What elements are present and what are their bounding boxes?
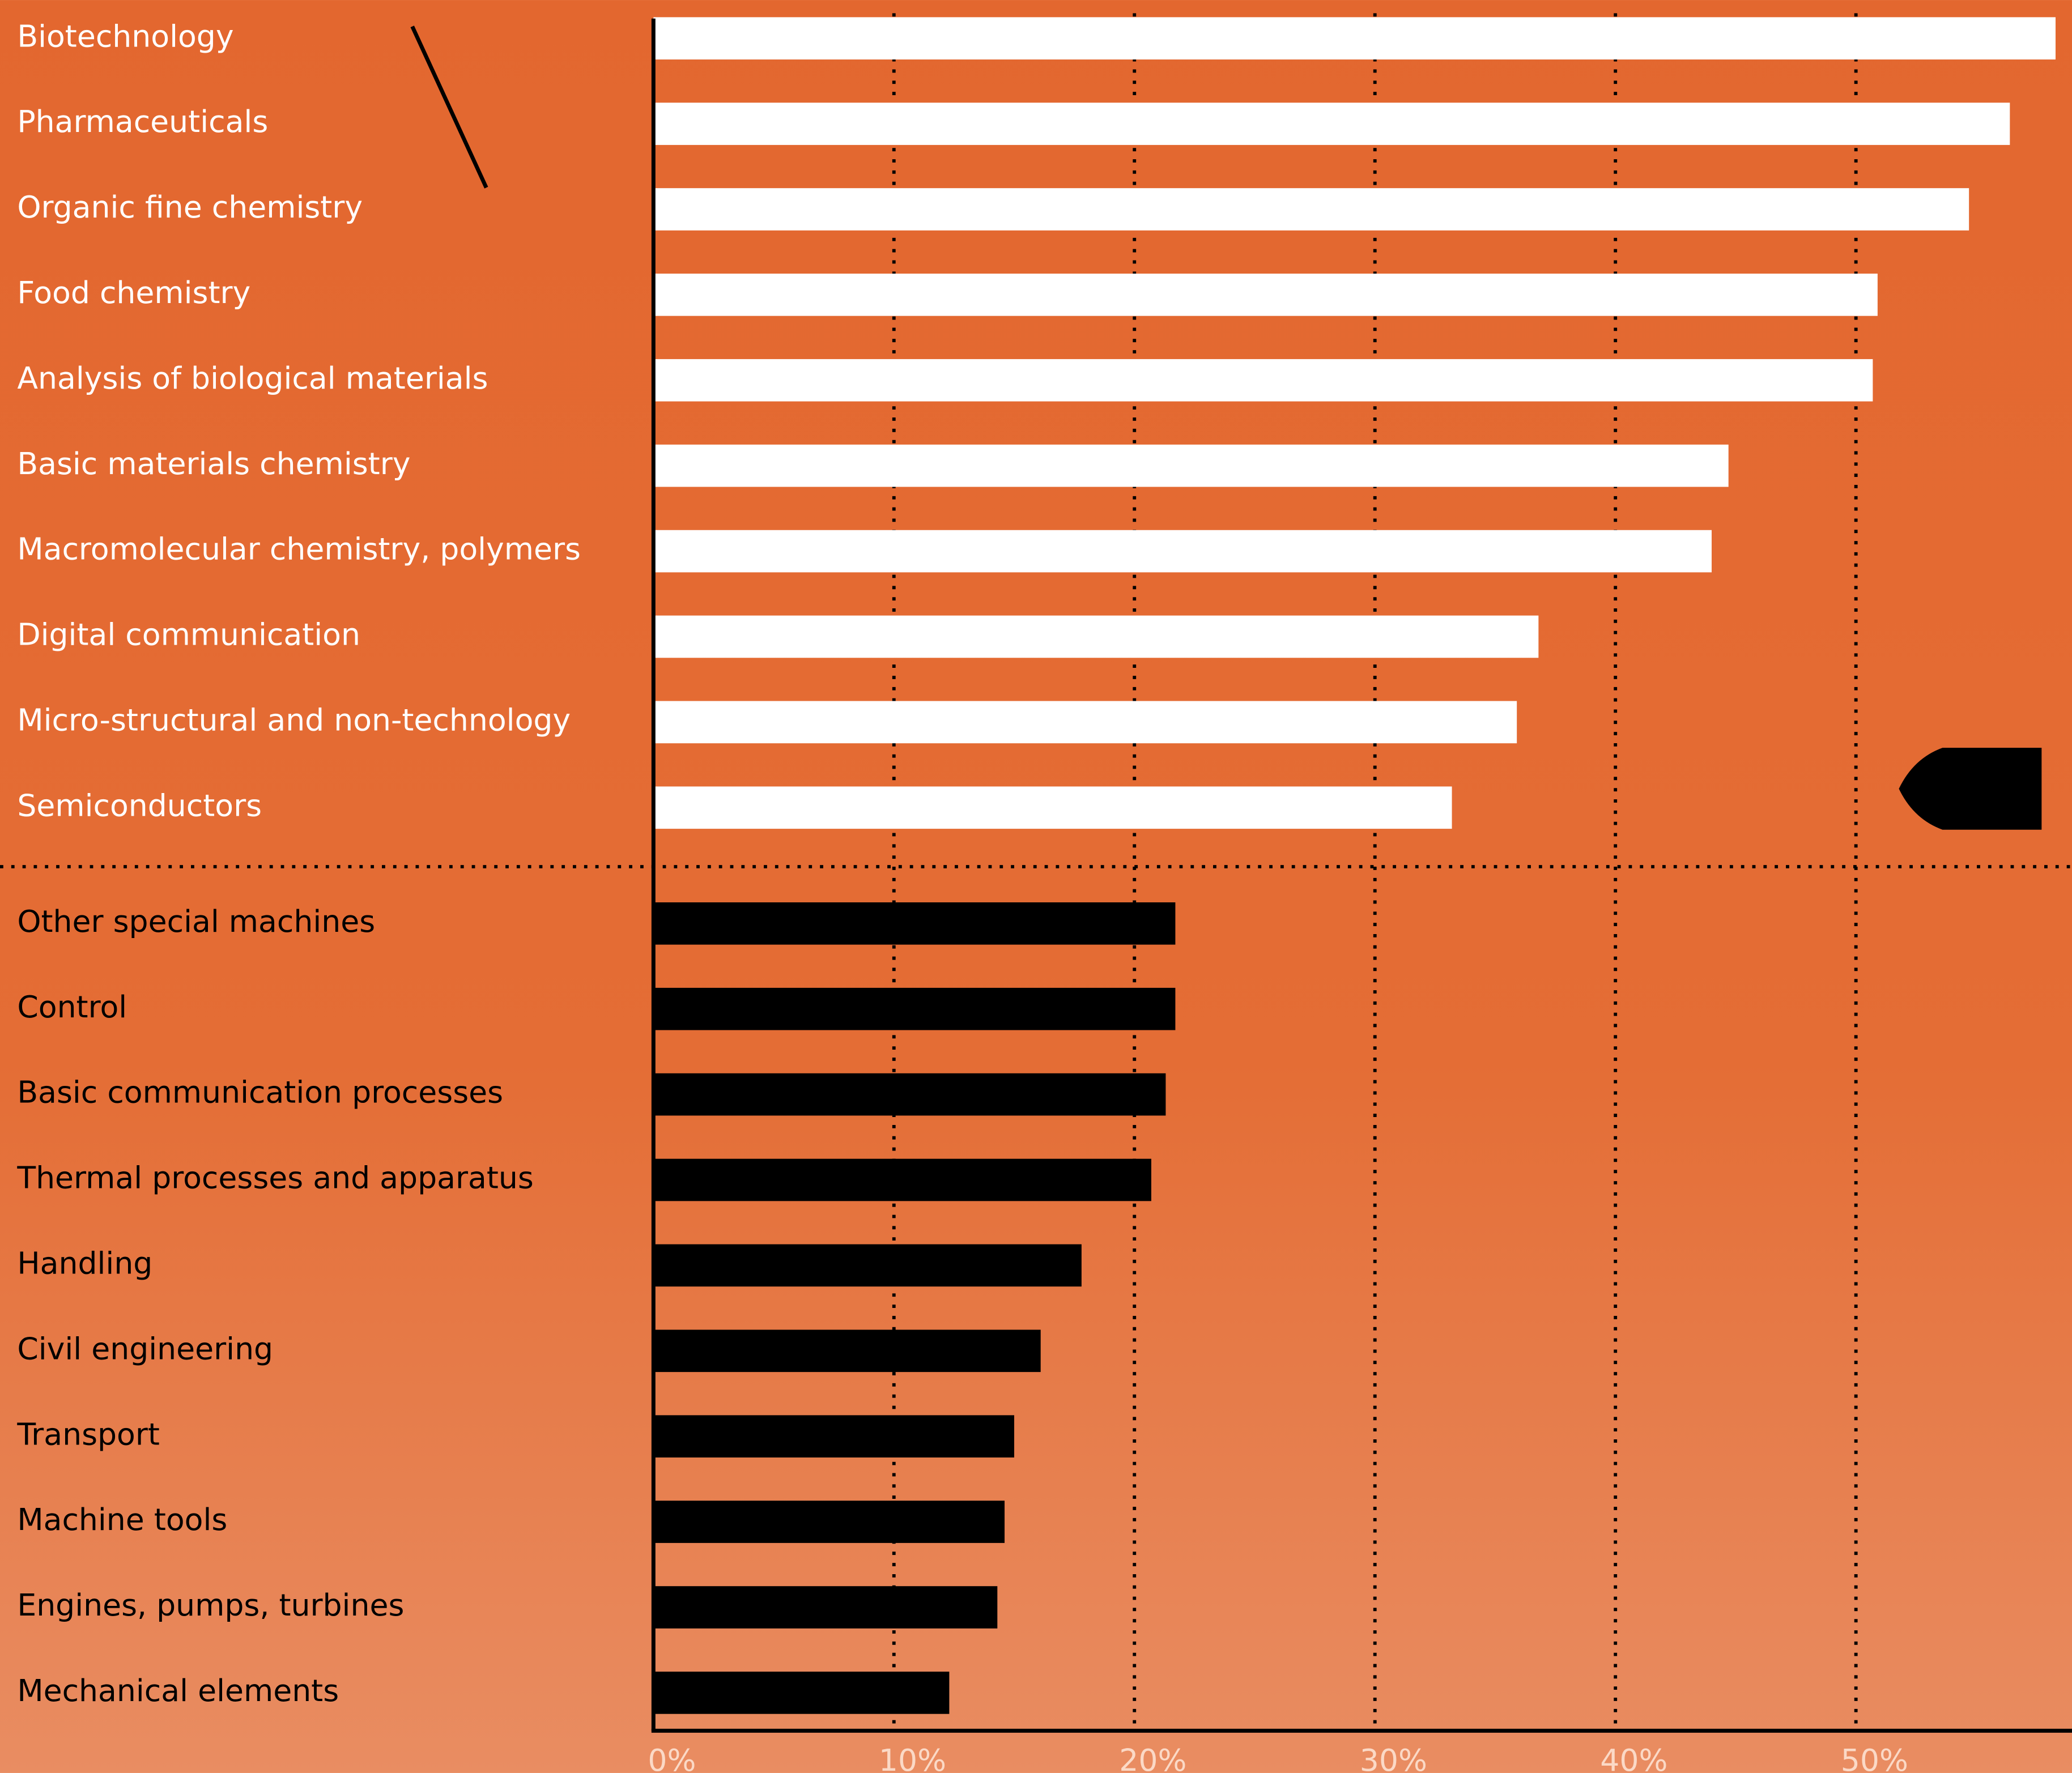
bar <box>653 17 2056 59</box>
category-label: Civil engineering <box>17 1331 273 1366</box>
category-label: Pharmaceuticals <box>17 104 268 139</box>
category-label: Organic fine chemistry <box>17 189 363 225</box>
category-label: Food chemistry <box>17 275 250 310</box>
category-label: Biotechnology <box>17 18 233 54</box>
category-label: Engines, pumps, turbines <box>17 1587 404 1623</box>
category-label: Semiconductors <box>17 787 262 823</box>
bar <box>653 444 1729 487</box>
bar <box>653 188 1969 231</box>
x-tick-label: 40% <box>1600 1742 1667 1773</box>
bar <box>653 1501 1005 1543</box>
category-label: Analysis of biological materials <box>17 360 488 396</box>
category-label: Transport <box>16 1416 160 1452</box>
bar <box>653 786 1452 829</box>
category-label: Micro-structural and non-technology <box>17 702 571 738</box>
bar <box>653 701 1517 744</box>
bar <box>653 103 2010 145</box>
category-label: Machine tools <box>17 1502 227 1537</box>
x-tick-label: 0% <box>648 1742 696 1773</box>
x-tick-label: 10% <box>879 1742 946 1773</box>
bar <box>653 1672 950 1714</box>
category-label: Control <box>17 989 127 1025</box>
bar <box>653 1415 1015 1458</box>
category-label: Mechanical elements <box>17 1673 339 1708</box>
bar <box>653 359 1873 402</box>
bar <box>653 530 1712 573</box>
x-tick-label: 50% <box>1841 1742 1908 1773</box>
category-label: Digital communication <box>17 617 360 653</box>
decoration-shape <box>1899 748 2042 830</box>
x-tick-label: 30% <box>1360 1742 1427 1773</box>
category-label: Other special machines <box>17 903 375 939</box>
bar <box>653 902 1176 945</box>
x-tick-label: 20% <box>1119 1742 1186 1773</box>
bar <box>653 1586 998 1629</box>
bar <box>653 274 1878 316</box>
bar <box>653 615 1539 658</box>
category-label: Basic communication processes <box>17 1075 503 1110</box>
category-label: Handling <box>17 1246 152 1281</box>
bar <box>653 1073 1166 1116</box>
bar <box>653 1158 1151 1201</box>
bar <box>653 1244 1082 1287</box>
bar <box>653 987 1176 1030</box>
bar <box>653 1329 1041 1373</box>
category-label: Thermal processes and apparatus <box>16 1160 534 1196</box>
category-label: Macromolecular chemistry, polymers <box>17 531 581 567</box>
category-label: Basic materials chemistry <box>17 446 410 481</box>
decoration-slash <box>410 25 488 189</box>
